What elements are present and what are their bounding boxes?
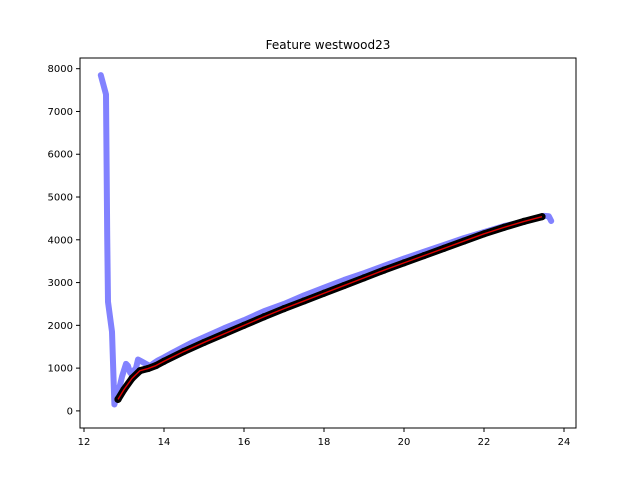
x-tick-label: 18: [318, 437, 331, 448]
y-tick-label: 7000: [48, 107, 73, 118]
x-axis: 12 14 16 18 20 22 24: [78, 428, 571, 448]
x-tick-label: 22: [478, 437, 491, 448]
x-tick-label: 14: [158, 437, 171, 448]
y-tick-label: 8000: [48, 64, 73, 75]
x-tick-label: 24: [558, 437, 571, 448]
plot-frame: [79, 57, 577, 429]
series-layer: [97, 72, 555, 408]
x-tick-label: 12: [78, 437, 91, 448]
series-line-fit: [117, 216, 543, 400]
y-tick-label: 1000: [48, 364, 73, 375]
x-tick-label: 20: [398, 437, 411, 448]
y-tick-label: 6000: [48, 150, 73, 161]
y-tick-label: 3000: [48, 278, 73, 289]
y-tick-label: 2000: [48, 321, 73, 332]
y-tick-label: 4000: [48, 235, 73, 246]
y-tick-label: 5000: [48, 193, 73, 204]
y-axis: 0 1000 2000 3000 4000 5000 6000 7000 8000: [48, 64, 80, 417]
x-tick-label: 16: [238, 437, 251, 448]
data-point: [114, 395, 122, 403]
y-tick-label: 0: [67, 406, 73, 417]
chart-title: Feature westwood23: [266, 38, 391, 52]
